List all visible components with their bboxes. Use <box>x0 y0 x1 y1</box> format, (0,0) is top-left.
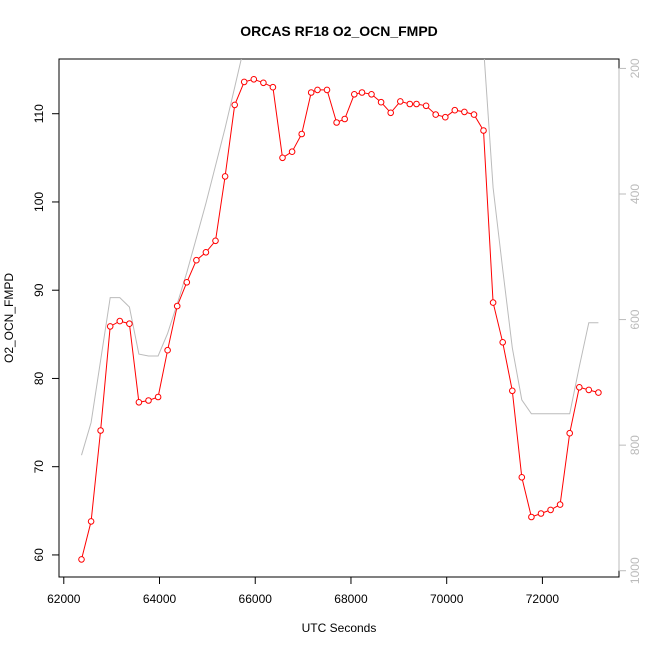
y-tick-label: 70 <box>32 460 46 474</box>
red-series-point <box>518 474 526 481</box>
red-series-point <box>240 78 248 86</box>
red-series-point <box>126 320 133 328</box>
y-axis: 60 70 80 90 100 110 <box>32 104 60 562</box>
red-series-point <box>269 83 277 91</box>
red-series-point <box>537 510 545 517</box>
red-series-point <box>193 256 200 264</box>
x-tick-label: 72000 <box>526 592 560 606</box>
red-series-point <box>78 556 85 563</box>
red-series-point <box>451 106 459 114</box>
y-tick-label: 90 <box>32 283 46 297</box>
red-series-point <box>279 154 286 162</box>
red-series-point <box>528 513 535 521</box>
chart-title: ORCAS RF18 O2_OCN_FMPD <box>240 23 438 39</box>
red-series-point <box>576 384 583 391</box>
red-series-point <box>202 249 210 256</box>
y-axis-label: O2_OCN_FMPD <box>2 273 16 363</box>
red-series-point <box>97 427 104 434</box>
red-series-point <box>260 79 267 87</box>
red-series-point <box>442 113 449 121</box>
red-series-point <box>154 393 162 401</box>
red-series-point <box>341 115 349 123</box>
y-tick-label: 100 <box>32 192 46 212</box>
red-series-point <box>432 111 440 118</box>
right-y-tick-label: 200 <box>628 58 642 78</box>
red-series-point <box>145 397 152 404</box>
red-series-point <box>422 102 430 110</box>
red-series-point <box>547 506 554 514</box>
red-series-point <box>323 86 331 94</box>
red-series-point <box>212 237 219 245</box>
red-series-point <box>116 317 124 325</box>
red-series-point <box>87 518 95 525</box>
red-series-point <box>387 109 395 117</box>
right-y-axis: 200 400 600 800 1000 <box>618 58 642 584</box>
right-y-tick-label: 1000 <box>628 557 642 584</box>
red-series-point <box>298 130 306 138</box>
red-series-point <box>509 387 516 395</box>
x-tick-label: 64000 <box>143 592 177 606</box>
red-series-point <box>351 91 358 98</box>
red-series-point <box>164 346 171 354</box>
red-series-point <box>368 91 375 98</box>
x-tick-label: 70000 <box>430 592 464 606</box>
x-tick-label: 66000 <box>239 592 273 606</box>
red-series-point <box>470 111 478 118</box>
red-series-point <box>566 429 574 437</box>
red-series-point <box>358 89 366 96</box>
red-series-point <box>499 339 507 346</box>
red-series-point <box>489 299 497 306</box>
red-series-point <box>135 399 143 406</box>
red-series-point <box>406 100 414 108</box>
red-series-point <box>480 127 487 134</box>
red-series-point <box>377 98 385 106</box>
right-y-tick-label: 800 <box>628 435 642 455</box>
red-series-point <box>314 86 321 94</box>
red-series-point <box>397 98 404 105</box>
red-series-point <box>333 119 340 126</box>
red-series-point <box>413 100 420 108</box>
right-y-tick-label: 600 <box>628 309 642 329</box>
series-layer <box>78 59 602 563</box>
y-tick-label: 80 <box>32 371 46 385</box>
x-axis-label: UTC Seconds <box>302 621 377 635</box>
red-series-point <box>106 323 114 330</box>
x-axis: 62000 64000 66000 68000 70000 72000 <box>47 576 560 606</box>
red-series-point <box>585 386 593 394</box>
red-series-point <box>461 108 468 116</box>
red-series-point <box>231 101 238 109</box>
red-series-point <box>221 173 229 180</box>
red-series-point <box>183 279 191 286</box>
red-series-point <box>556 501 564 508</box>
red-series-point <box>595 389 602 396</box>
x-tick-label: 68000 <box>334 592 368 606</box>
y-tick-label: 110 <box>32 104 46 123</box>
x-tick-label: 62000 <box>47 592 81 606</box>
y-tick-label: 60 <box>32 548 46 562</box>
red-series-line <box>81 78 599 560</box>
red-series-point <box>173 302 181 310</box>
grey-series-line <box>81 59 599 456</box>
right-y-tick-label: 400 <box>628 184 642 204</box>
red-series-point <box>288 148 296 155</box>
red-series-point <box>250 76 258 83</box>
red-series-point <box>307 89 315 96</box>
